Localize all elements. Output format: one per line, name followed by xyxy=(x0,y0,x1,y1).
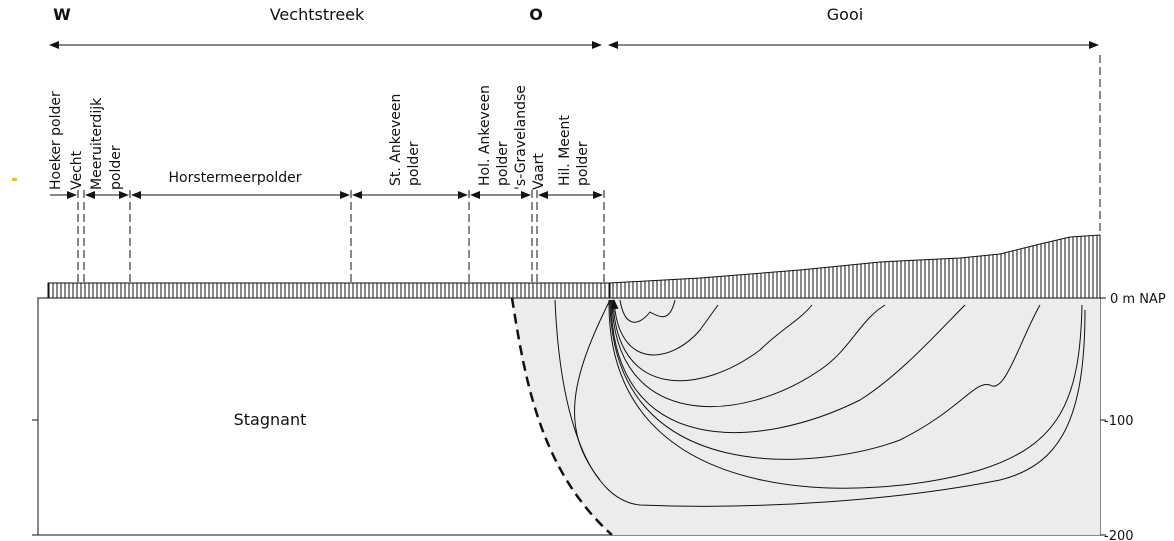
depth-label: -200 xyxy=(1104,529,1134,541)
polder-label: Hoeker polder xyxy=(48,91,64,190)
polder-extents xyxy=(50,190,604,284)
polder-label: Meeruiterdijk xyxy=(89,97,105,190)
polder-label: Vaart xyxy=(531,153,547,190)
polder-label: Hil. Meent xyxy=(557,115,573,186)
region-label: Gooi xyxy=(827,5,863,24)
west-label: W xyxy=(53,5,71,24)
east-label: O xyxy=(529,5,543,24)
marker xyxy=(12,178,17,181)
polder-label: polder xyxy=(575,141,591,186)
polder-label: 's-Gravelandse xyxy=(513,85,529,190)
flow-zone xyxy=(512,298,1100,535)
zone-label: Stagnant xyxy=(234,410,307,429)
polder-label: polder xyxy=(108,145,124,190)
polder-label: Horstermeerpolder xyxy=(169,170,302,186)
region-label: Vechtstreek xyxy=(270,5,365,24)
surface xyxy=(48,283,610,298)
polder-label: polder xyxy=(406,141,422,186)
depth-label: 0 m NAP xyxy=(1110,292,1166,307)
polder-label: polder xyxy=(495,141,511,186)
polder-labels: Hoeker polder Vecht Meeruiterdijk polder… xyxy=(48,85,591,190)
depth-label: -100 xyxy=(1104,414,1134,429)
surface xyxy=(610,235,1100,298)
cross-section: W Vechtstreek O Gooi Hoeker polder Vecht… xyxy=(0,0,1174,541)
polder-label: Vecht xyxy=(69,150,85,190)
polder-label: St. Ankeveen xyxy=(388,94,404,186)
polder-label: Hol. Ankeveen xyxy=(477,85,493,186)
